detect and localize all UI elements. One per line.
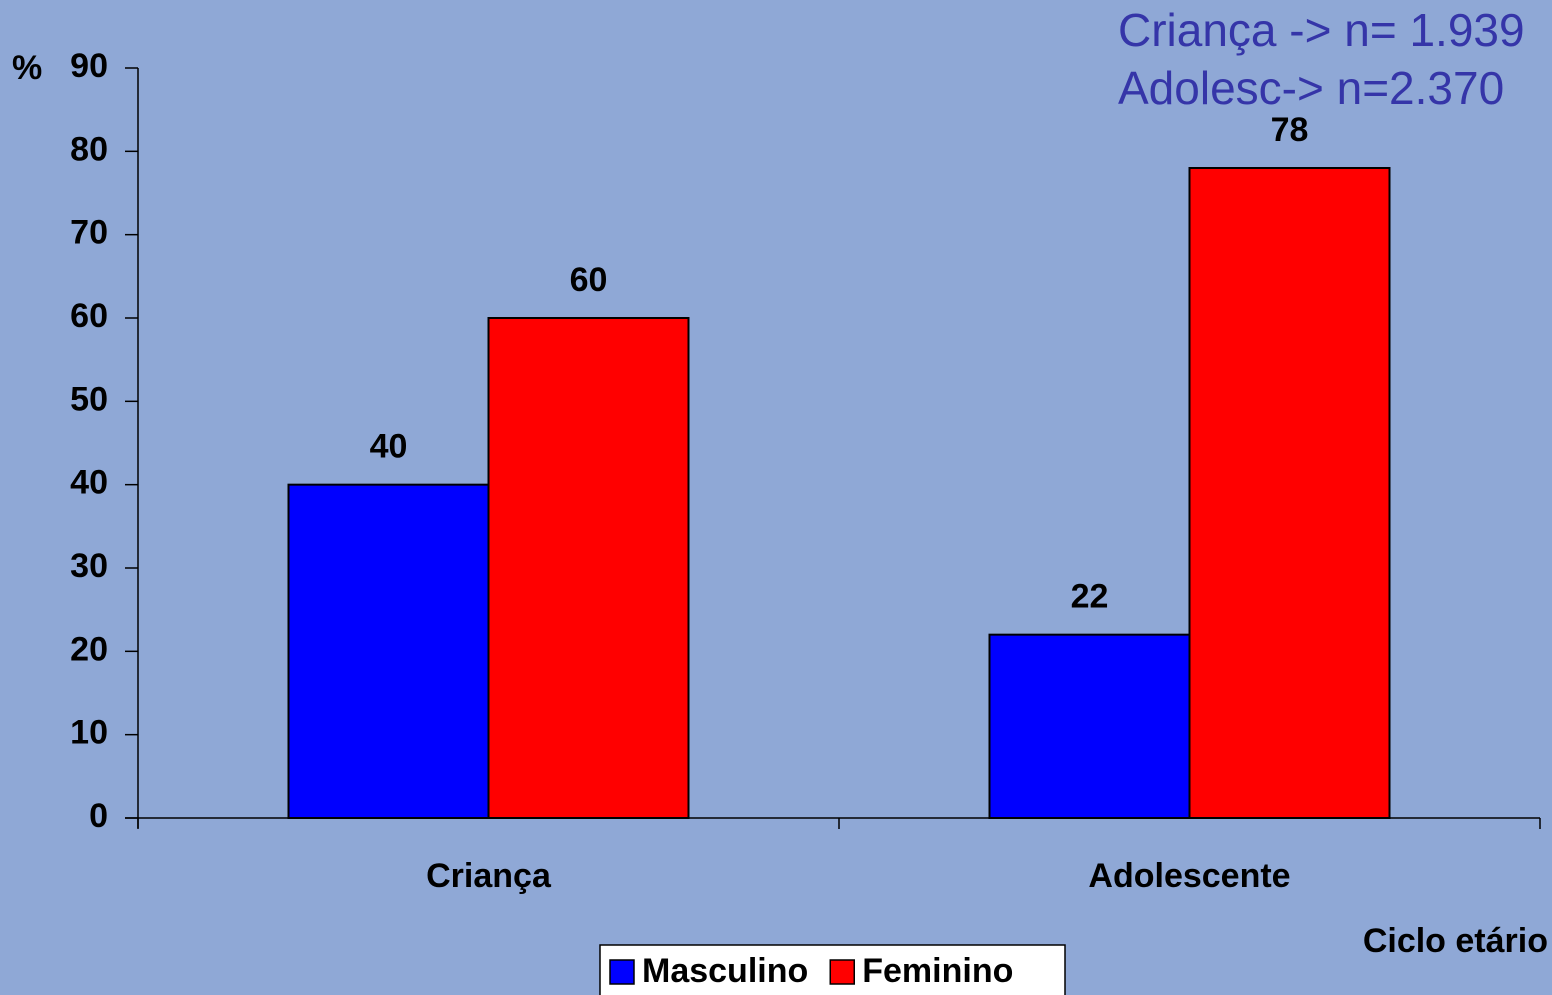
bar xyxy=(1188,167,1391,819)
y-tick-label: 30 xyxy=(70,547,108,585)
legend-swatch xyxy=(609,959,635,985)
x-tick-label: Criança xyxy=(426,857,552,895)
y-tick-label: 50 xyxy=(70,380,108,418)
y-tick-label: 70 xyxy=(70,214,108,252)
x-tick-label: Adolescente xyxy=(1088,857,1290,895)
data-label: 40 xyxy=(370,428,408,466)
y-tick-label: 40 xyxy=(70,464,108,502)
y-tick-label: 20 xyxy=(70,630,108,668)
bar xyxy=(287,483,490,819)
y-tick-label: 10 xyxy=(70,714,108,752)
y-axis-label: % xyxy=(12,49,42,87)
annotation: Criança -> n= 1.939 xyxy=(1118,4,1525,56)
bar xyxy=(487,317,690,819)
y-tick-label: 0 xyxy=(89,797,108,835)
bar xyxy=(988,633,1191,820)
y-tick-label: 90 xyxy=(70,47,108,85)
legend-swatch xyxy=(829,959,855,985)
annotation: Adolesc-> n=2.370 xyxy=(1118,62,1504,114)
legend-label: Masculino xyxy=(642,952,808,990)
data-label: 78 xyxy=(1271,111,1309,149)
legend-label: Feminino xyxy=(862,952,1013,990)
data-label: 60 xyxy=(570,261,608,299)
y-tick-label: 80 xyxy=(70,130,108,168)
x-axis-label: Ciclo etário xyxy=(1363,922,1548,960)
data-label: 22 xyxy=(1071,578,1109,616)
y-tick-label: 60 xyxy=(70,297,108,335)
